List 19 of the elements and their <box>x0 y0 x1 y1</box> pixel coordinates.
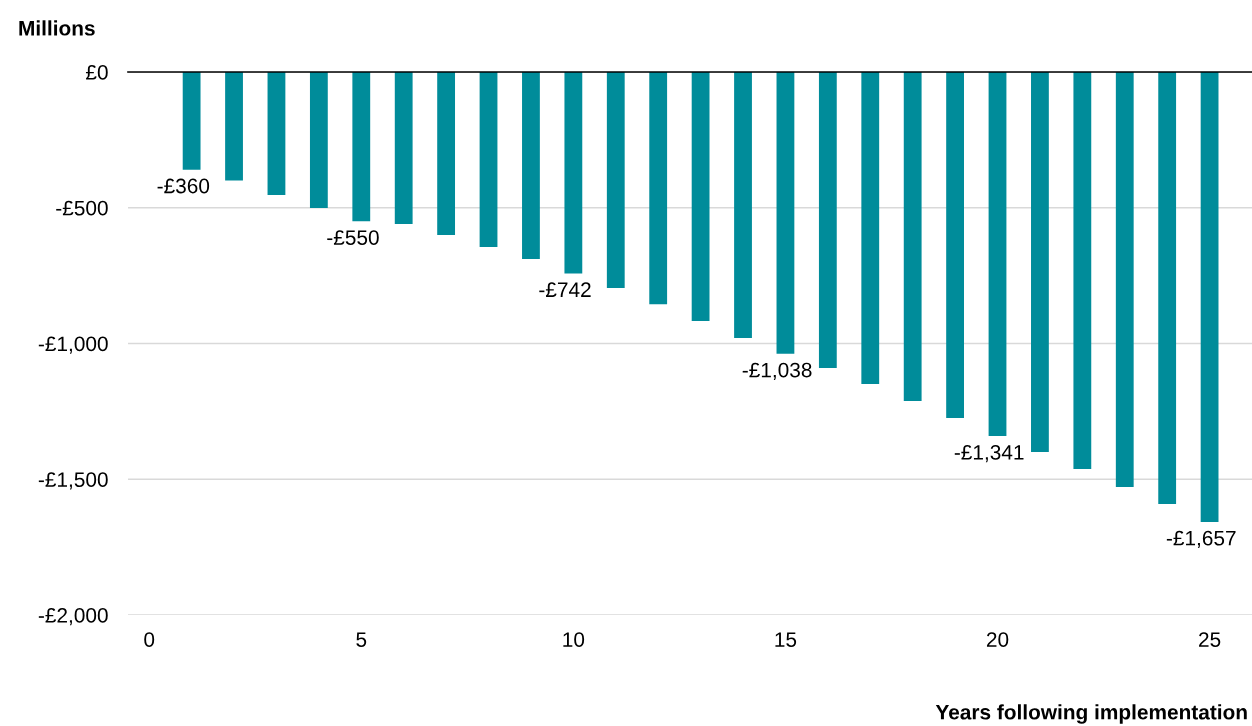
y-tick-label: -£500 <box>56 200 108 216</box>
data-label: -£1,657 <box>1166 530 1236 548</box>
x-tick-label: 25 <box>1199 632 1221 647</box>
data-label: -£1,341 <box>954 444 1024 463</box>
y-tick-label: -£2,000 <box>38 608 108 626</box>
data-label: -£550 <box>327 230 379 245</box>
x-tick-label: 10 <box>563 632 585 647</box>
x-tick-label: 5 <box>356 632 367 647</box>
x-axis-title: Years following implementation <box>935 704 1247 724</box>
x-tick-label: 20 <box>986 632 1009 647</box>
data-label: -£742 <box>539 282 591 297</box>
y-tick-label: -£1,500 <box>38 472 108 490</box>
x-tick-label: 15 <box>775 632 797 647</box>
data-label: -£1,038 <box>742 362 812 380</box>
data-label: -£360 <box>157 178 210 194</box>
y-tick-label: -£1,000 <box>38 336 108 354</box>
y-tick-label: £0 <box>85 65 108 80</box>
x-tick-label: 0 <box>144 632 155 647</box>
y-axis-title: Millions <box>19 20 95 36</box>
